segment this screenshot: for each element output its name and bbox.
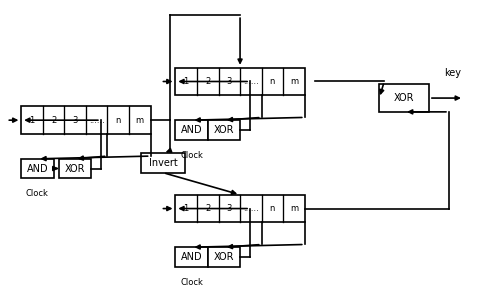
FancyBboxPatch shape: [176, 120, 208, 139]
Text: n: n: [270, 204, 275, 213]
Text: XOR: XOR: [214, 252, 234, 262]
Text: Clock: Clock: [26, 189, 49, 198]
FancyBboxPatch shape: [208, 247, 240, 267]
Text: key: key: [444, 68, 461, 78]
Text: ......: ......: [243, 77, 258, 86]
FancyBboxPatch shape: [22, 159, 54, 178]
Text: 1: 1: [184, 204, 189, 213]
Text: XOR: XOR: [214, 125, 234, 135]
FancyBboxPatch shape: [176, 195, 304, 222]
Text: AND: AND: [26, 164, 48, 173]
FancyBboxPatch shape: [58, 159, 91, 178]
FancyBboxPatch shape: [176, 68, 304, 95]
Text: n: n: [270, 77, 275, 86]
FancyBboxPatch shape: [176, 247, 208, 267]
Text: XOR: XOR: [64, 164, 85, 173]
FancyBboxPatch shape: [380, 84, 429, 112]
FancyBboxPatch shape: [140, 153, 186, 173]
FancyBboxPatch shape: [22, 106, 150, 134]
Text: 1: 1: [30, 116, 35, 125]
Text: 3: 3: [226, 204, 232, 213]
Text: ......: ......: [243, 204, 258, 213]
FancyBboxPatch shape: [208, 120, 240, 139]
Text: 3: 3: [72, 116, 78, 125]
Text: n: n: [116, 116, 121, 125]
Text: 3: 3: [226, 77, 232, 86]
Text: ......: ......: [89, 116, 104, 125]
Text: m: m: [136, 116, 144, 125]
Text: 2: 2: [205, 77, 210, 86]
Text: AND: AND: [181, 125, 203, 135]
Text: XOR: XOR: [394, 93, 414, 103]
Text: 2: 2: [205, 204, 210, 213]
Text: Clock: Clock: [180, 278, 203, 287]
Text: m: m: [290, 204, 298, 213]
Text: AND: AND: [181, 252, 203, 262]
Text: Invert: Invert: [148, 158, 178, 168]
Text: m: m: [290, 77, 298, 86]
Text: 2: 2: [51, 116, 56, 125]
Text: Clock: Clock: [180, 151, 203, 160]
Text: 1: 1: [184, 77, 189, 86]
